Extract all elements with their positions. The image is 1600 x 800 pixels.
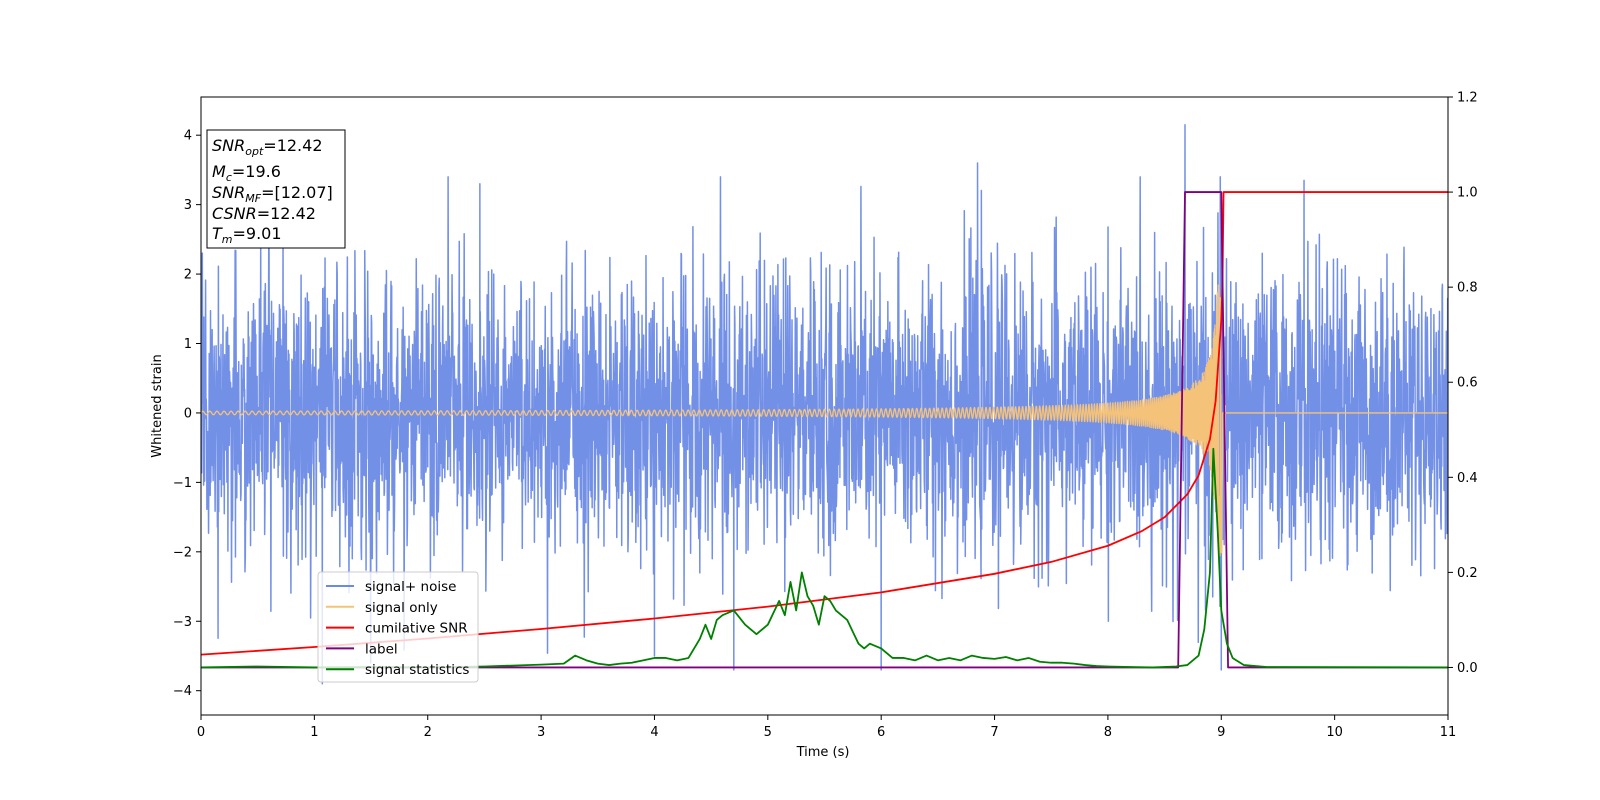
y-left-tick-label: 4 [184, 129, 192, 144]
x-tick-label: 8 [1104, 725, 1112, 740]
y-left-tick-label: −4 [173, 684, 192, 699]
annotation-frame [206, 129, 346, 249]
y-right-tick-label: 1.2 [1457, 91, 1478, 106]
y-axis-label: Whitened strain [150, 354, 165, 457]
annotation-line: SNRMF=[12.07] [212, 183, 333, 205]
y-left-tick-label: −2 [173, 545, 192, 560]
x-tick-label: 3 [537, 725, 545, 740]
y-right-tick-label: 0.4 [1457, 471, 1478, 486]
x-tick-label: 2 [424, 725, 432, 740]
y-left-tick-label: 2 [184, 268, 192, 283]
y-right-tick-label: 0.6 [1457, 376, 1478, 391]
annotation-box: SNRopt=12.42 Mc=19.6SNRMF=[12.07]CSNR=12.… [206, 129, 346, 249]
legend-entry: label [365, 641, 398, 657]
annotation-line: Mc=19.6 [212, 162, 281, 184]
annotation-line: SNRopt=12.42 [212, 136, 323, 158]
series-line-signal-noise [201, 124, 1448, 685]
x-tick-label: 0 [197, 725, 205, 740]
y-left-tick-label: 1 [184, 337, 192, 352]
y-right-tick-label: 0.8 [1457, 281, 1478, 296]
series-line-cumilative-snr [201, 191, 1448, 656]
legend-entry: signal+ noise [365, 579, 456, 595]
y-left-tick-label: 0 [184, 406, 192, 421]
y-left-tick-label: −1 [173, 476, 192, 491]
x-tick-label: 6 [877, 725, 885, 740]
x-axis-label: Time (s) [796, 745, 850, 760]
series-line-signal-statistics [201, 447, 1448, 669]
legend-entry: signal statistics [365, 662, 469, 678]
legend-entry: signal only [365, 600, 438, 616]
annotation-line: CSNR=12.42 [212, 204, 316, 223]
x-axis: 0 1 2 3 4 5 6 7 8 9 10 11 [197, 715, 1456, 740]
x-tick-label: 9 [1217, 725, 1225, 740]
annotation-line: Tm=9.01 [212, 224, 282, 246]
x-tick-label: 10 [1326, 725, 1343, 740]
legend: signal+ noise signal only cumilative SNR la… [317, 571, 479, 683]
y-axis-left: −4 −3 −2 −1 0 1 2 3 4 [173, 129, 201, 699]
y-right-tick-label: 0.0 [1457, 661, 1478, 676]
x-tick-label: 7 [990, 725, 998, 740]
y-left-tick-label: −3 [173, 615, 192, 630]
legend-frame [317, 571, 479, 683]
legend-entry: cumilative SNR [365, 621, 468, 637]
axes-frame [200, 96, 1449, 716]
y-left-tick-label: 3 [184, 198, 192, 213]
x-tick-label: 1 [310, 725, 318, 740]
x-tick-label: 4 [650, 725, 658, 740]
y-right-tick-label: 1.0 [1457, 186, 1478, 201]
plot-area [201, 124, 1448, 685]
y-axis-right: 0.0 0.2 0.4 0.6 0.8 1.0 1.2 [1448, 91, 1478, 676]
x-tick-label: 5 [764, 725, 772, 740]
y-right-tick-label: 0.2 [1457, 566, 1478, 581]
series-line-signal-only [201, 284, 1448, 557]
x-tick-label: 11 [1440, 725, 1457, 740]
